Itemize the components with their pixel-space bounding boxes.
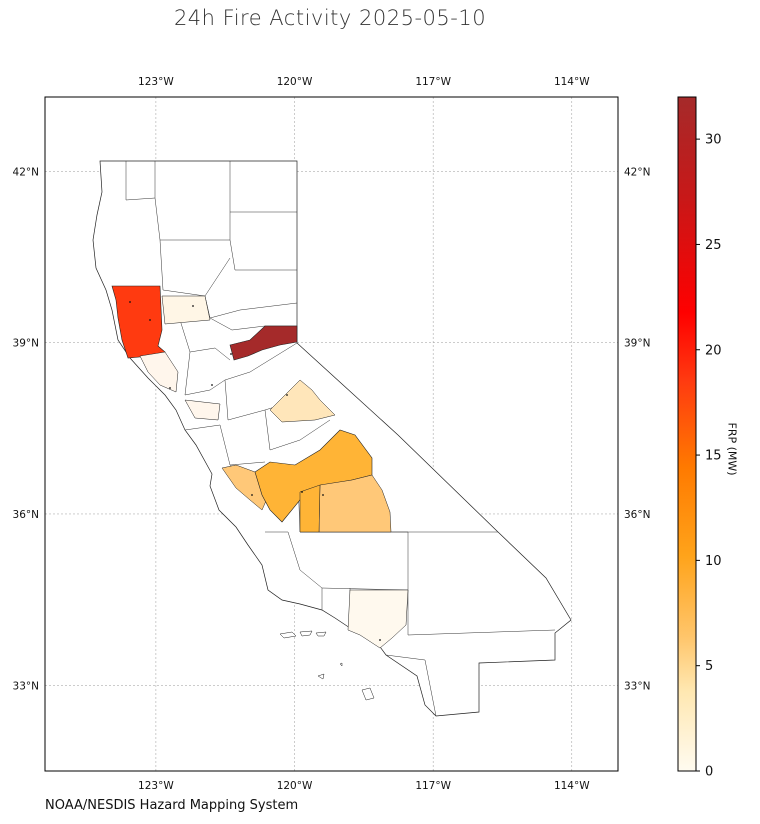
county-layer [92, 160, 572, 717]
cbar-tick-label-6: 30 [705, 133, 722, 148]
county-mendocino [111, 285, 166, 359]
map-title: 24h Fire Activity 2025-05-10 [173, 6, 487, 30]
fire-detections [129, 301, 381, 641]
lat-label-right-2: 36°N [624, 509, 650, 521]
lat-label-right-1: 39°N [624, 338, 650, 350]
county-glenn [161, 295, 211, 325]
lat-label-right-0: 42°N [624, 166, 650, 178]
county-borders [125, 161, 556, 717]
county-sanmateo [184, 399, 221, 421]
cbar-tick-label-3: 15 [705, 449, 722, 464]
county-inyo-extra [299, 484, 321, 533]
lon-label-bottom-3: 114°W [554, 780, 590, 792]
colorbar-label: FRP (MW) [725, 422, 739, 476]
cbar-tick-label-4: 20 [705, 343, 722, 358]
lon-label-top-1: 120°W [277, 76, 313, 88]
county-mono [269, 379, 336, 423]
county-losangeles [347, 589, 409, 649]
lon-label-top-2: 117°W [415, 76, 451, 88]
lon-label-bottom-0: 123°W [138, 780, 174, 792]
source-credit: NOAA/NESDIS Hazard Mapping System [45, 798, 299, 813]
lon-label-bottom-2: 117°W [415, 780, 451, 792]
colorbar [677, 96, 697, 772]
lon-label-top-0: 123°W [138, 76, 174, 88]
county-sonoma [139, 351, 179, 393]
channel-islands [279, 630, 375, 701]
colorbar-ticks: 0 5 10 15 20 25 30 [696, 133, 722, 780]
cbar-tick-label-1: 5 [705, 659, 713, 674]
map-frame [44, 96, 619, 772]
county-placer [229, 325, 298, 361]
lon-label-bottom-1: 120°W [277, 780, 313, 792]
cbar-tick-label-0: 0 [705, 765, 713, 780]
lon-label-top-3: 114°W [554, 76, 590, 88]
lat-label-right-3: 33°N [624, 680, 650, 692]
lat-label-left-2: 36°N [13, 509, 39, 521]
lat-label-left-0: 42°N [13, 166, 39, 178]
cbar-tick-label-5: 25 [705, 238, 722, 253]
lat-label-left-3: 33°N [13, 680, 39, 692]
coordinate-labels: 123°W 123°W 120°W 120°W 117°W 117°W 114°W 114°W… [13, 76, 651, 792]
cbar-tick-label-2: 10 [705, 554, 722, 569]
county-tulare [318, 474, 392, 533]
lat-label-left-1: 39°N [13, 338, 39, 350]
